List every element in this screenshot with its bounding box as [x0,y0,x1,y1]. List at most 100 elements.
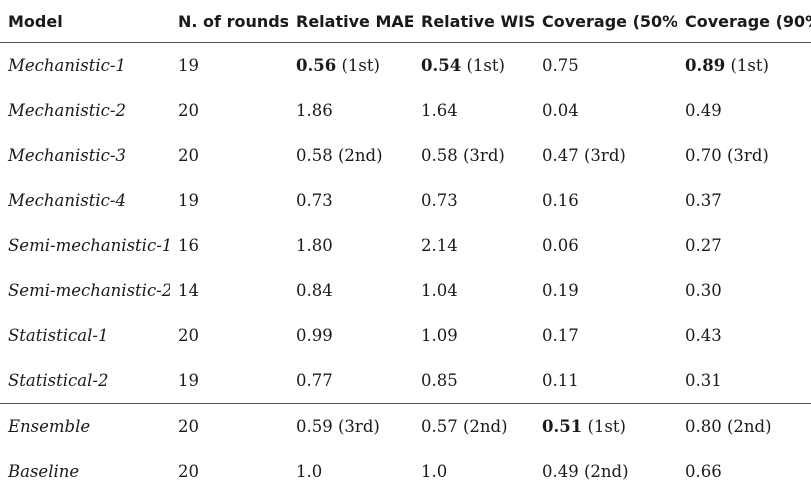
coverage-50-rank: (2nd) [584,462,629,481]
cell-rounds: 20 [178,101,199,120]
cell-model: Statistical-2 [8,371,109,390]
coverage-90-value: 0.43 [685,326,722,345]
coverage-90-rank: (2nd) [727,417,772,436]
relative-wis-value: 0.57 [421,417,458,436]
cell-rounds: 19 [178,191,199,210]
coverage-50-value: 0.49 [542,462,579,481]
cell-coverage-90: 0.30 [677,268,811,313]
cell-model: Baseline [8,462,80,481]
coverage-90-value: 0.27 [685,236,722,255]
cell-relative-wis: 1.04 [413,268,534,313]
coverage-90-value: 0.89 [685,56,726,75]
relative-wis-rank: (1st) [466,56,505,75]
table-row: Ensemble 20 0.59 (3rd) 0.57 (2nd) 0.51 (1st)… [0,403,811,449]
relative-mae-value: 0.59 [296,417,333,436]
coverage-90-value: 0.49 [685,101,722,120]
coverage-50-value: 0.16 [542,191,579,210]
coverage-90-rank: (3rd) [727,146,769,165]
cell-rounds: 20 [170,403,288,449]
cell-coverage-50: 0.75 [534,43,677,89]
cell-rounds: 19 [178,371,199,390]
header-coverage-90: Coverage (90% [677,0,811,43]
cell-coverage-50: 0.16 [534,178,677,223]
relative-mae-value: 1.86 [296,101,333,120]
coverage-50-value: 0.47 [542,146,579,165]
relative-wis-rank: (2nd) [463,417,508,436]
relative-wis-value: 1.04 [421,281,458,300]
table-row: Semi-mechanistic-1 16 1.80 2.14 0.06 0.27 [0,223,811,268]
cell-relative-mae: 0.73 [288,178,413,223]
cell-model: Mechanistic-4 [8,191,126,210]
cell-relative-mae: 0.59 (3rd) [288,403,413,449]
coverage-90-value: 0.30 [685,281,722,300]
relative-mae-value: 1.80 [296,236,333,255]
table-row: Mechanistic-2 20 1.86 1.64 0.04 0.49 [0,88,811,133]
coverage-50-value: 0.11 [542,371,579,390]
relative-wis-value: 1.0 [421,462,448,481]
relative-mae-value: 0.73 [296,191,333,210]
relative-wis-value: 0.73 [421,191,458,210]
cell-coverage-50: 0.06 [534,223,677,268]
coverage-50-rank: (1st) [587,417,626,436]
cell-coverage-50: 0.19 [534,268,677,313]
cell-relative-mae: 0.77 [288,358,413,404]
table-row: Baseline 20 1.0 1.0 0.49 (2nd) 0.66 [0,449,811,494]
cell-relative-mae: 1.86 [288,88,413,133]
cell-relative-mae: 0.99 [288,313,413,358]
cell-model: Semi-mechanistic-2 [8,281,170,300]
cell-coverage-90: 0.27 [677,223,811,268]
relative-mae-value: 0.84 [296,281,333,300]
cell-coverage-90: 0.37 [677,178,811,223]
relative-mae-value: 0.77 [296,371,333,390]
cell-relative-wis: 1.64 [413,88,534,133]
cell-relative-mae: 1.80 [288,223,413,268]
cell-relative-mae: 0.84 [288,268,413,313]
coverage-90-rank: (1st) [730,56,769,75]
coverage-50-value: 0.04 [542,101,579,120]
cell-relative-wis: 0.58 (3rd) [413,133,534,178]
cell-coverage-90: 0.89 (1st) [677,43,811,89]
cell-coverage-50: 0.47 (3rd) [534,133,677,178]
cell-coverage-50: 0.51 (1st) [534,403,677,449]
cell-relative-mae: 1.0 [288,449,413,494]
coverage-50-value: 0.19 [542,281,579,300]
cell-relative-wis: 0.73 [413,178,534,223]
cell-relative-wis: 1.0 [413,449,534,494]
coverage-50-value: 0.75 [542,56,579,75]
cell-relative-mae: 0.56 (1st) [288,43,413,89]
table-row: Statistical-1 20 0.99 1.09 0.17 0.43 [0,313,811,358]
cell-coverage-90: 0.49 [677,88,811,133]
cell-coverage-90: 0.70 (3rd) [677,133,811,178]
cell-relative-wis: 0.54 (1st) [413,43,534,89]
cell-model: Mechanistic-2 [8,101,126,120]
coverage-50-value: 0.17 [542,326,579,345]
relative-mae-rank: (1st) [341,56,380,75]
cell-relative-wis: 0.57 (2nd) [413,403,534,449]
coverage-50-value: 0.06 [542,236,579,255]
relative-mae-value: 0.99 [296,326,333,345]
coverage-90-value: 0.31 [685,371,722,390]
cell-model: Semi-mechanistic-1 [8,236,170,255]
header-coverage-50: Coverage (50%) [534,0,677,43]
relative-mae-value: 1.0 [296,462,323,481]
cell-relative-wis: 0.85 [413,358,534,404]
table-row: Mechanistic-1 19 0.56 (1st) 0.54 (1st) 0.75 0… [0,43,811,89]
header-row: Model N. of rounds Relative MAE Relative… [0,0,811,43]
header-relative-mae: Relative MAE [288,0,413,43]
cell-relative-mae: 0.58 (2nd) [288,133,413,178]
table-row: Semi-mechanistic-2 14 0.84 1.04 0.19 0.30 [0,268,811,313]
cell-coverage-50: 0.04 [534,88,677,133]
cell-rounds: 20 [178,462,199,481]
header-rounds: N. of rounds [170,0,288,43]
cell-coverage-50: 0.17 [534,313,677,358]
relative-wis-value: 0.85 [421,371,458,390]
relative-mae-value: 0.56 [296,56,337,75]
coverage-90-value: 0.37 [685,191,722,210]
relative-mae-value: 0.58 [296,146,333,165]
cell-relative-wis: 1.09 [413,313,534,358]
cell-relative-wis: 2.14 [413,223,534,268]
coverage-90-value: 0.66 [685,462,722,481]
header-relative-wis: Relative WIS [413,0,534,43]
relative-wis-value: 1.64 [421,101,458,120]
